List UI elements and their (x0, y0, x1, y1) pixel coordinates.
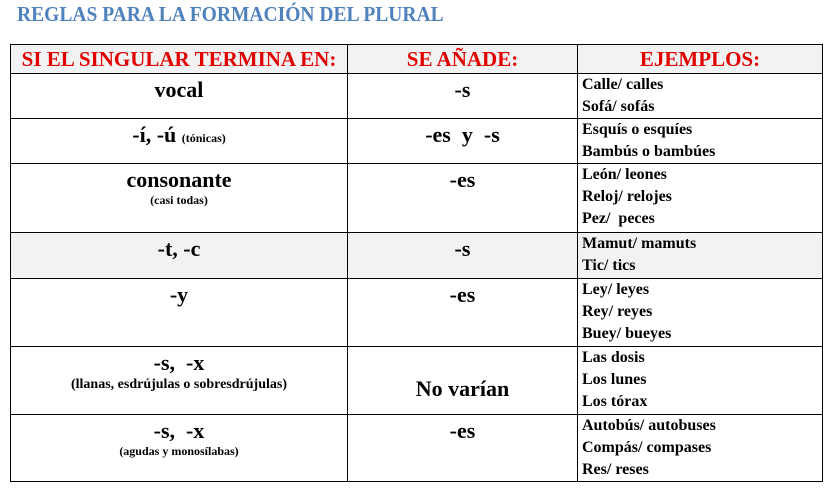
add-cell: -s (347, 232, 578, 279)
table-row: -t, -c -s Mamut/ mamuts Tic/ tics (10, 232, 823, 279)
table-row: consonante (casi todas) -es León/ leones … (10, 163, 823, 233)
suffix: No varían (415, 375, 510, 401)
suffix: -es (449, 282, 476, 307)
plural-rules-table: SI EL SINGULAR TERMINA EN: SE AÑADE: EJE… (10, 44, 823, 482)
ending-cell: vocal (10, 73, 348, 119)
example: León/ leones (582, 166, 667, 183)
suffix: -es (449, 418, 476, 443)
example: Tic/ tics (582, 257, 636, 274)
suffix: -es (449, 167, 476, 192)
ending: -í, -ú (132, 122, 177, 147)
table-row: -s, -x (llanas, esdrújulas o sobresdrújul… (10, 346, 823, 415)
ending-note: (tónicas) (181, 131, 226, 145)
ending: -y (169, 282, 189, 307)
examples-cell: Mamut/ mamuts Tic/ tics (577, 232, 823, 279)
header-ending: SI EL SINGULAR TERMINA EN: (10, 44, 348, 74)
ending-cell: -t, -c (10, 232, 348, 279)
ending-note: (casi todas) (150, 193, 208, 207)
ending: -s, -x (153, 350, 205, 375)
example: Mamut/ mamuts (582, 235, 697, 252)
header-examples: EJEMPLOS: (577, 44, 823, 74)
table-header-row: SI EL SINGULAR TERMINA EN: SE AÑADE: EJE… (10, 44, 823, 74)
add-cell: -es (347, 414, 578, 482)
ending: consonante (126, 167, 232, 192)
examples-cell: Ley/ leyes Rey/ reyes Buey/ bueyes (577, 278, 823, 347)
table-row: -y -es Ley/ leyes Rey/ reyes Buey/ bueye… (10, 278, 823, 347)
suffix: -s (454, 77, 471, 102)
ending-cell: -y (10, 278, 348, 347)
ending: -t, -c (157, 236, 201, 261)
add-cell: No varían (347, 346, 578, 415)
example: Res/ reses (582, 461, 649, 478)
ending-cell: -s, -x (llanas, esdrújulas o sobresdrújul… (10, 346, 348, 415)
table-row: vocal -s Calle/ calles Sofá/ sofás (10, 73, 823, 119)
examples-cell: Calle/ calles Sofá/ sofás (577, 73, 823, 119)
example: Rey/ reyes (582, 303, 653, 320)
ending: vocal (154, 77, 204, 102)
example: Calle/ calles (582, 76, 664, 93)
ending-cell: consonante (casi todas) (10, 163, 348, 233)
ending-note: (llanas, esdrújulas o sobresdrújulas) (70, 377, 287, 392)
ending-cell: -s, -x (agudas y monosílabas) (10, 414, 348, 482)
example: Las dosis (582, 349, 645, 366)
example: Buey/ bueyes (582, 325, 672, 342)
example: Sofá/ sofás (582, 98, 655, 115)
example: Ley/ leyes (582, 281, 650, 298)
add-cell: -s (347, 73, 578, 119)
add-cell: -es (347, 163, 578, 233)
example: Los tórax (582, 393, 648, 410)
add-cell: -es y -s (347, 118, 578, 164)
examples-cell: Las dosis Los lunes Los tórax (577, 346, 823, 415)
example: Reloj/ relojes (582, 188, 672, 205)
example: Compás/ compases (582, 439, 712, 456)
suffix: -s (454, 236, 471, 261)
examples-cell: Autobús/ autobuses Compás/ compases Res/… (577, 414, 823, 482)
example: Esquís o esquíes (582, 121, 693, 138)
example: Los lunes (582, 371, 647, 388)
table-row: -í, -ú (tónicas) -es y -s Esquís o esquí… (10, 118, 823, 164)
add-cell: -es (347, 278, 578, 347)
examples-cell: Esquís o esquíes Bambús o bambúes (577, 118, 823, 164)
header-add: SE AÑADE: (347, 44, 578, 74)
ending-cell: -í, -ú (tónicas) (10, 118, 348, 164)
suffix: -es y -s (425, 122, 500, 147)
example: Pez/ peces (582, 210, 655, 227)
page-title: REGLAS PARA LA FORMACIÓN DEL PLURAL (17, 2, 444, 26)
example: Autobús/ autobuses (582, 417, 716, 434)
ending-note: (agudas y monosílabas) (119, 444, 239, 458)
table-row: -s, -x (agudas y monosílabas) -es Autobús… (10, 414, 823, 482)
example: Bambús o bambúes (582, 143, 716, 160)
examples-cell: León/ leones Reloj/ relojes Pez/ peces (577, 163, 823, 233)
ending: -s, -x (153, 418, 205, 443)
